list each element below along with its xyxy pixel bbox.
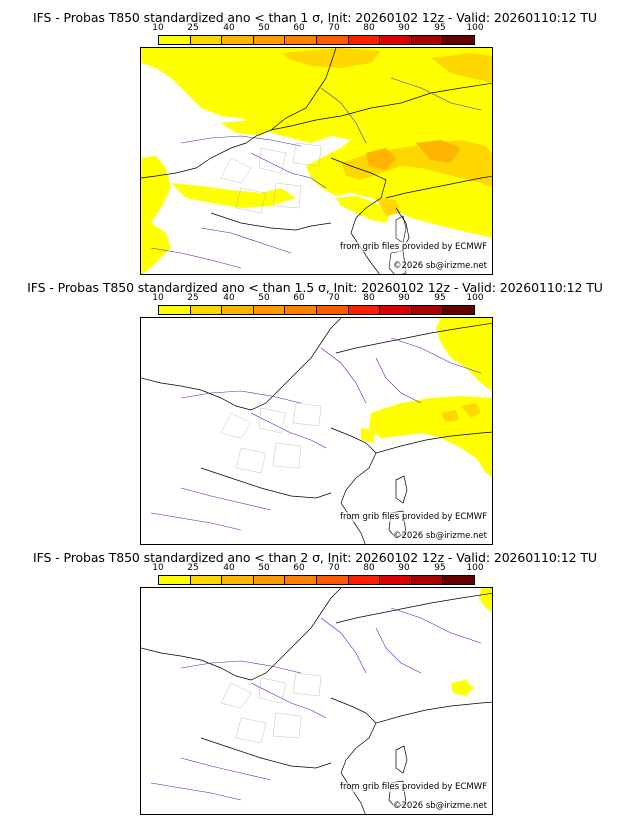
scale-label: 10 bbox=[152, 293, 164, 303]
source-credit: from grib files provided by ECMWF bbox=[340, 242, 487, 252]
colorbar-segment bbox=[316, 306, 349, 314]
colorbar-segment bbox=[348, 36, 381, 44]
scale-label: 95 bbox=[434, 23, 446, 33]
colorbar-labels: 10 25 40 50 60 70 80 90 95 100 bbox=[0, 563, 630, 575]
colorbar bbox=[158, 35, 475, 45]
panel-title: IFS - Probas T850 standardized ano < tha… bbox=[33, 550, 597, 565]
colorbar-segment bbox=[190, 36, 223, 44]
colorbar-segment bbox=[443, 576, 474, 584]
scale-label: 80 bbox=[363, 293, 375, 303]
map-frame: from grib files provided by ECMWF ©2026 … bbox=[140, 587, 493, 815]
source-credit: from grib files provided by ECMWF bbox=[340, 782, 487, 792]
map-frame: from grib files provided by ECMWF ©2026 … bbox=[140, 317, 493, 545]
colorbar-segment bbox=[253, 36, 286, 44]
scale-label: 40 bbox=[223, 23, 235, 33]
copyright: ©2026 sb@irizme.net bbox=[393, 261, 487, 271]
scale-label: 60 bbox=[293, 563, 305, 573]
scale-label: 40 bbox=[223, 293, 235, 303]
panel-title: IFS - Probas T850 standardized ano < tha… bbox=[33, 10, 597, 25]
map-panel-1: IFS - Probas T850 standardized ano < tha… bbox=[0, 0, 630, 276]
scale-label: 100 bbox=[466, 563, 484, 573]
colorbar-segment bbox=[190, 576, 223, 584]
colorbar-segment bbox=[222, 576, 254, 584]
colorbar-segment bbox=[380, 576, 412, 584]
country-borders bbox=[141, 588, 492, 814]
colorbar-segment bbox=[222, 306, 254, 314]
probability-fill-yellow bbox=[141, 48, 492, 274]
scale-label: 95 bbox=[434, 293, 446, 303]
colorbar-segment bbox=[443, 306, 474, 314]
colorbar-segment bbox=[190, 306, 223, 314]
scale-label: 25 bbox=[187, 563, 199, 573]
source-credit: from grib files provided by ECMWF bbox=[340, 512, 487, 522]
region-borders bbox=[220, 142, 322, 214]
scale-label: 95 bbox=[434, 563, 446, 573]
colorbar-segment bbox=[348, 576, 381, 584]
map-canvas bbox=[141, 48, 492, 274]
colorbar-labels: 10 25 40 50 60 70 80 90 95 100 bbox=[0, 23, 630, 35]
colorbar-segment bbox=[285, 36, 317, 44]
region-borders bbox=[220, 402, 322, 474]
colorbar-segment bbox=[411, 306, 444, 314]
colorbar-segment bbox=[159, 36, 191, 44]
colorbar bbox=[158, 305, 475, 315]
scale-label: 90 bbox=[398, 293, 410, 303]
map-panel-2: IFS - Probas T850 standardized ano < tha… bbox=[0, 270, 630, 546]
colorbar-segment bbox=[159, 576, 191, 584]
scale-label: 70 bbox=[328, 23, 340, 33]
map-canvas bbox=[141, 588, 492, 814]
probability-fill-yellow bbox=[361, 318, 492, 477]
scale-label: 10 bbox=[152, 563, 164, 573]
rivers bbox=[150, 77, 482, 269]
region-borders bbox=[220, 672, 322, 744]
country-borders bbox=[141, 318, 492, 544]
scale-label: 70 bbox=[328, 563, 340, 573]
scale-label: 25 bbox=[187, 293, 199, 303]
map-panel-3: IFS - Probas T850 standardized ano < tha… bbox=[0, 540, 630, 816]
copyright: ©2026 sb@irizme.net bbox=[393, 801, 487, 811]
colorbar-segment bbox=[316, 36, 349, 44]
scale-label: 70 bbox=[328, 293, 340, 303]
colorbar-segment bbox=[411, 36, 444, 44]
scale-label: 60 bbox=[293, 293, 305, 303]
country-borders bbox=[141, 48, 492, 274]
scale-label: 50 bbox=[258, 293, 270, 303]
rivers bbox=[150, 337, 482, 531]
colorbar-segment bbox=[380, 36, 412, 44]
colorbar-segment bbox=[222, 36, 254, 44]
scale-label: 10 bbox=[152, 23, 164, 33]
colorbar-segment bbox=[348, 306, 381, 314]
probability-fill-dark-orange bbox=[366, 140, 461, 170]
scale-label: 50 bbox=[258, 563, 270, 573]
corsica-island bbox=[395, 215, 407, 244]
scale-label: 80 bbox=[363, 23, 375, 33]
colorbar-segment bbox=[380, 306, 412, 314]
scale-label: 60 bbox=[293, 23, 305, 33]
scale-label: 90 bbox=[398, 563, 410, 573]
scale-label: 40 bbox=[223, 563, 235, 573]
scale-label: 80 bbox=[363, 563, 375, 573]
rivers bbox=[150, 607, 482, 801]
probability-fill-yellow bbox=[451, 588, 492, 696]
scale-label: 25 bbox=[187, 23, 199, 33]
copyright: ©2026 sb@irizme.net bbox=[393, 531, 487, 541]
colorbar bbox=[158, 575, 475, 585]
scale-label: 50 bbox=[258, 23, 270, 33]
colorbar-segment bbox=[253, 306, 286, 314]
scale-label: 90 bbox=[398, 23, 410, 33]
colorbar-segment bbox=[253, 576, 286, 584]
panel-title: IFS - Probas T850 standardized ano < tha… bbox=[27, 280, 603, 295]
map-frame: from grib files provided by ECMWF ©2026 … bbox=[140, 47, 493, 275]
map-canvas bbox=[141, 318, 492, 544]
colorbar-segment bbox=[411, 576, 444, 584]
scale-label: 100 bbox=[466, 23, 484, 33]
colorbar-segment bbox=[443, 36, 474, 44]
probability-fill-orange bbox=[441, 403, 481, 422]
colorbar-segment bbox=[285, 306, 317, 314]
colorbar-segment bbox=[159, 306, 191, 314]
colorbar-labels: 10 25 40 50 60 70 80 90 95 100 bbox=[0, 293, 630, 305]
colorbar-segment bbox=[316, 576, 349, 584]
colorbar-segment bbox=[285, 576, 317, 584]
scale-label: 100 bbox=[466, 293, 484, 303]
